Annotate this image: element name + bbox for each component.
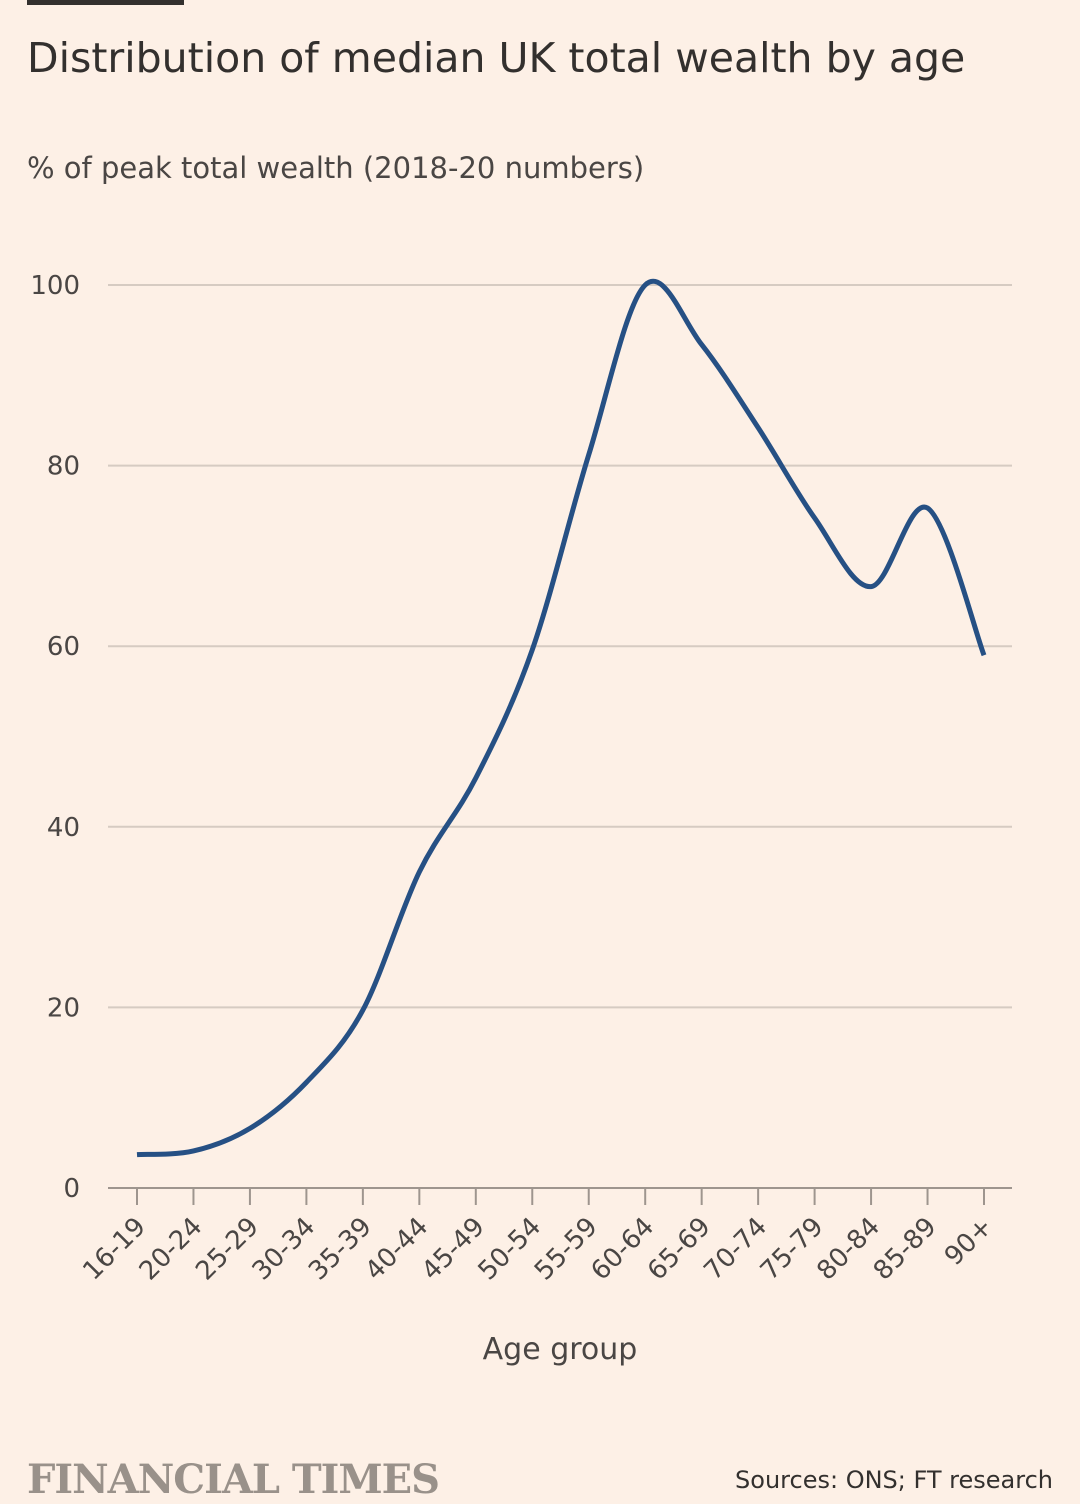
x-tick-label: 70-74: [698, 1212, 773, 1287]
y-tick-label: 40: [47, 813, 80, 843]
chart-title: Distribution of median UK total wealth b…: [27, 34, 966, 82]
y-tick-label: 80: [47, 452, 80, 482]
x-tick-label: 90+: [939, 1212, 999, 1272]
x-tick-label: 85-89: [868, 1212, 943, 1287]
x-tick-label: 20-24: [134, 1212, 209, 1287]
chart-subtitle: % of peak total wealth (2018-20 numbers): [27, 151, 645, 185]
y-tick-label: 0: [63, 1174, 80, 1204]
y-tick-label: 100: [30, 271, 80, 301]
x-tick-label: 75-79: [755, 1212, 830, 1287]
y-tick-label: 20: [47, 993, 80, 1023]
x-tick-label: 65-69: [642, 1212, 717, 1287]
x-tick-label: 25-29: [190, 1212, 265, 1287]
x-tick-label: 80-84: [811, 1212, 886, 1287]
source-note: Sources: ONS; FT research: [735, 1466, 1053, 1494]
x-tick-label: 45-49: [416, 1212, 491, 1287]
x-tick-label: 50-54: [473, 1212, 548, 1287]
x-tick-label: 16-19: [77, 1212, 152, 1287]
x-tick-label: 40-44: [360, 1212, 435, 1287]
x-tick-label: 55-59: [529, 1212, 604, 1287]
y-tick-label: 60: [47, 632, 80, 662]
ft-logo: FINANCIAL TIMES: [27, 1456, 440, 1503]
top-accent-bar: [27, 0, 184, 5]
x-tick-label: 30-34: [247, 1212, 322, 1287]
wealth-series-line: [136, 279, 987, 1158]
x-tick-label: 35-39: [303, 1212, 378, 1287]
x-axis-title: Age group: [482, 1332, 638, 1367]
x-tick-label: 60-64: [586, 1212, 661, 1287]
